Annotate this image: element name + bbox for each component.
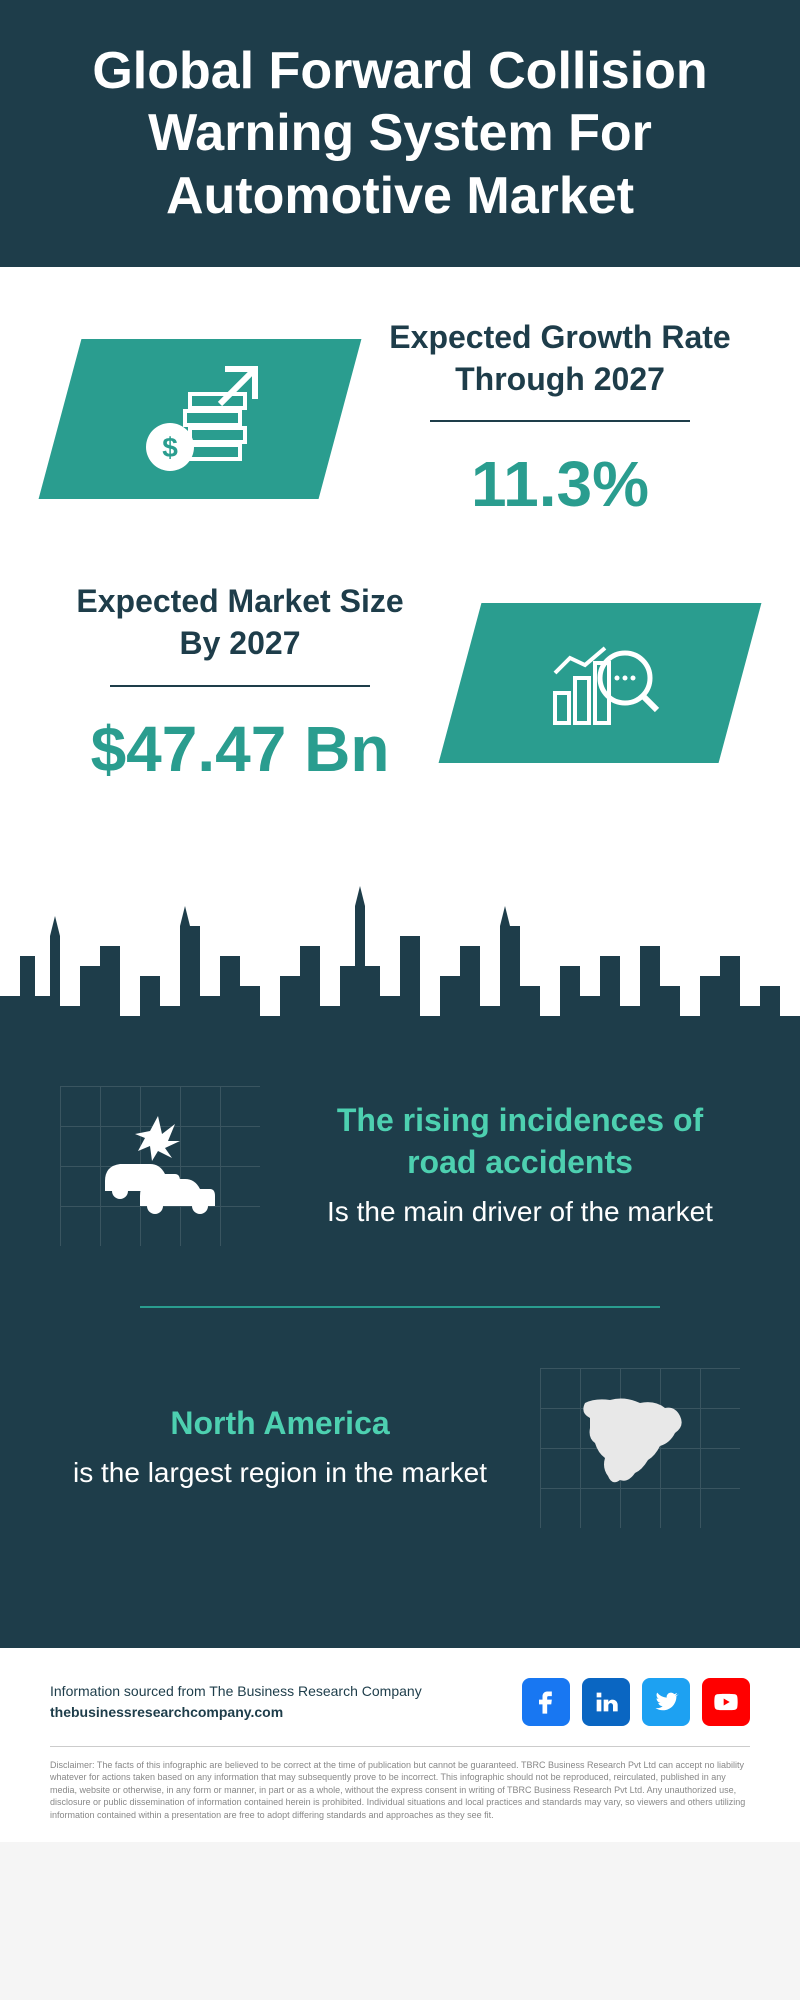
- growth-icon-box: $: [39, 339, 362, 499]
- info-row-driver: The rising incidences of road accidents …: [60, 1086, 740, 1246]
- skyline-icon: [0, 876, 800, 1056]
- growth-label: Expected Growth Rate Through 2027: [380, 317, 740, 400]
- driver-sub: Is the main driver of the market: [300, 1192, 740, 1231]
- driver-highlight: The rising incidences of road accidents: [300, 1100, 740, 1183]
- map-na-icon: [560, 1388, 720, 1508]
- metric-row-growth: $ Expected Growth Rate Through 2027 11.3…: [60, 317, 740, 521]
- region-text: North America is the largest region in t…: [60, 1403, 500, 1492]
- company-url: thebusinessresearchcompany.com: [50, 1702, 422, 1723]
- youtube-icon[interactable]: [702, 1678, 750, 1726]
- growth-value: 11.3%: [380, 447, 740, 521]
- info-divider: [140, 1306, 660, 1308]
- disclaimer-text: Disclaimer: The facts of this infographi…: [50, 1746, 750, 1822]
- size-label: Expected Market Size By 2027: [60, 581, 420, 664]
- facebook-icon[interactable]: [522, 1678, 570, 1726]
- region-highlight: North America: [60, 1403, 500, 1445]
- growth-text: Expected Growth Rate Through 2027 11.3%: [380, 317, 740, 521]
- social-icons: [522, 1678, 750, 1726]
- dollar-growth-icon: $: [135, 359, 265, 479]
- size-icon-box: [439, 603, 762, 763]
- car-crash-icon: [80, 1106, 240, 1226]
- size-value: $47.47 Bn: [60, 712, 420, 786]
- divider: [430, 420, 690, 422]
- infographic-container: Global Forward Collision Warning System …: [0, 0, 800, 1842]
- twitter-icon[interactable]: [642, 1678, 690, 1726]
- footer-row: Information sourced from The Business Re…: [50, 1678, 750, 1726]
- divider: [110, 685, 370, 687]
- chart-search-icon: [535, 623, 665, 743]
- footer: Information sourced from The Business Re…: [0, 1648, 800, 1842]
- linkedin-icon[interactable]: [582, 1678, 630, 1726]
- crash-icon-box: [60, 1086, 260, 1246]
- svg-text:$: $: [162, 432, 178, 463]
- header: Global Forward Collision Warning System …: [0, 0, 800, 267]
- driver-text: The rising incidences of road accidents …: [300, 1100, 740, 1230]
- footer-info: Information sourced from The Business Re…: [50, 1681, 422, 1723]
- region-sub: is the largest region in the market: [60, 1453, 500, 1492]
- dark-section: The rising incidences of road accidents …: [0, 1056, 800, 1648]
- map-icon-box: [540, 1368, 740, 1528]
- skyline-divider: [0, 876, 800, 1056]
- metrics-section: $ Expected Growth Rate Through 2027 11.3…: [0, 267, 800, 875]
- page-title: Global Forward Collision Warning System …: [60, 40, 740, 227]
- sourced-text: Information sourced from The Business Re…: [50, 1681, 422, 1702]
- info-row-region: North America is the largest region in t…: [60, 1368, 740, 1528]
- metric-row-size: Expected Market Size By 2027 $47.47 Bn: [60, 581, 740, 785]
- size-text: Expected Market Size By 2027 $47.47 Bn: [60, 581, 420, 785]
